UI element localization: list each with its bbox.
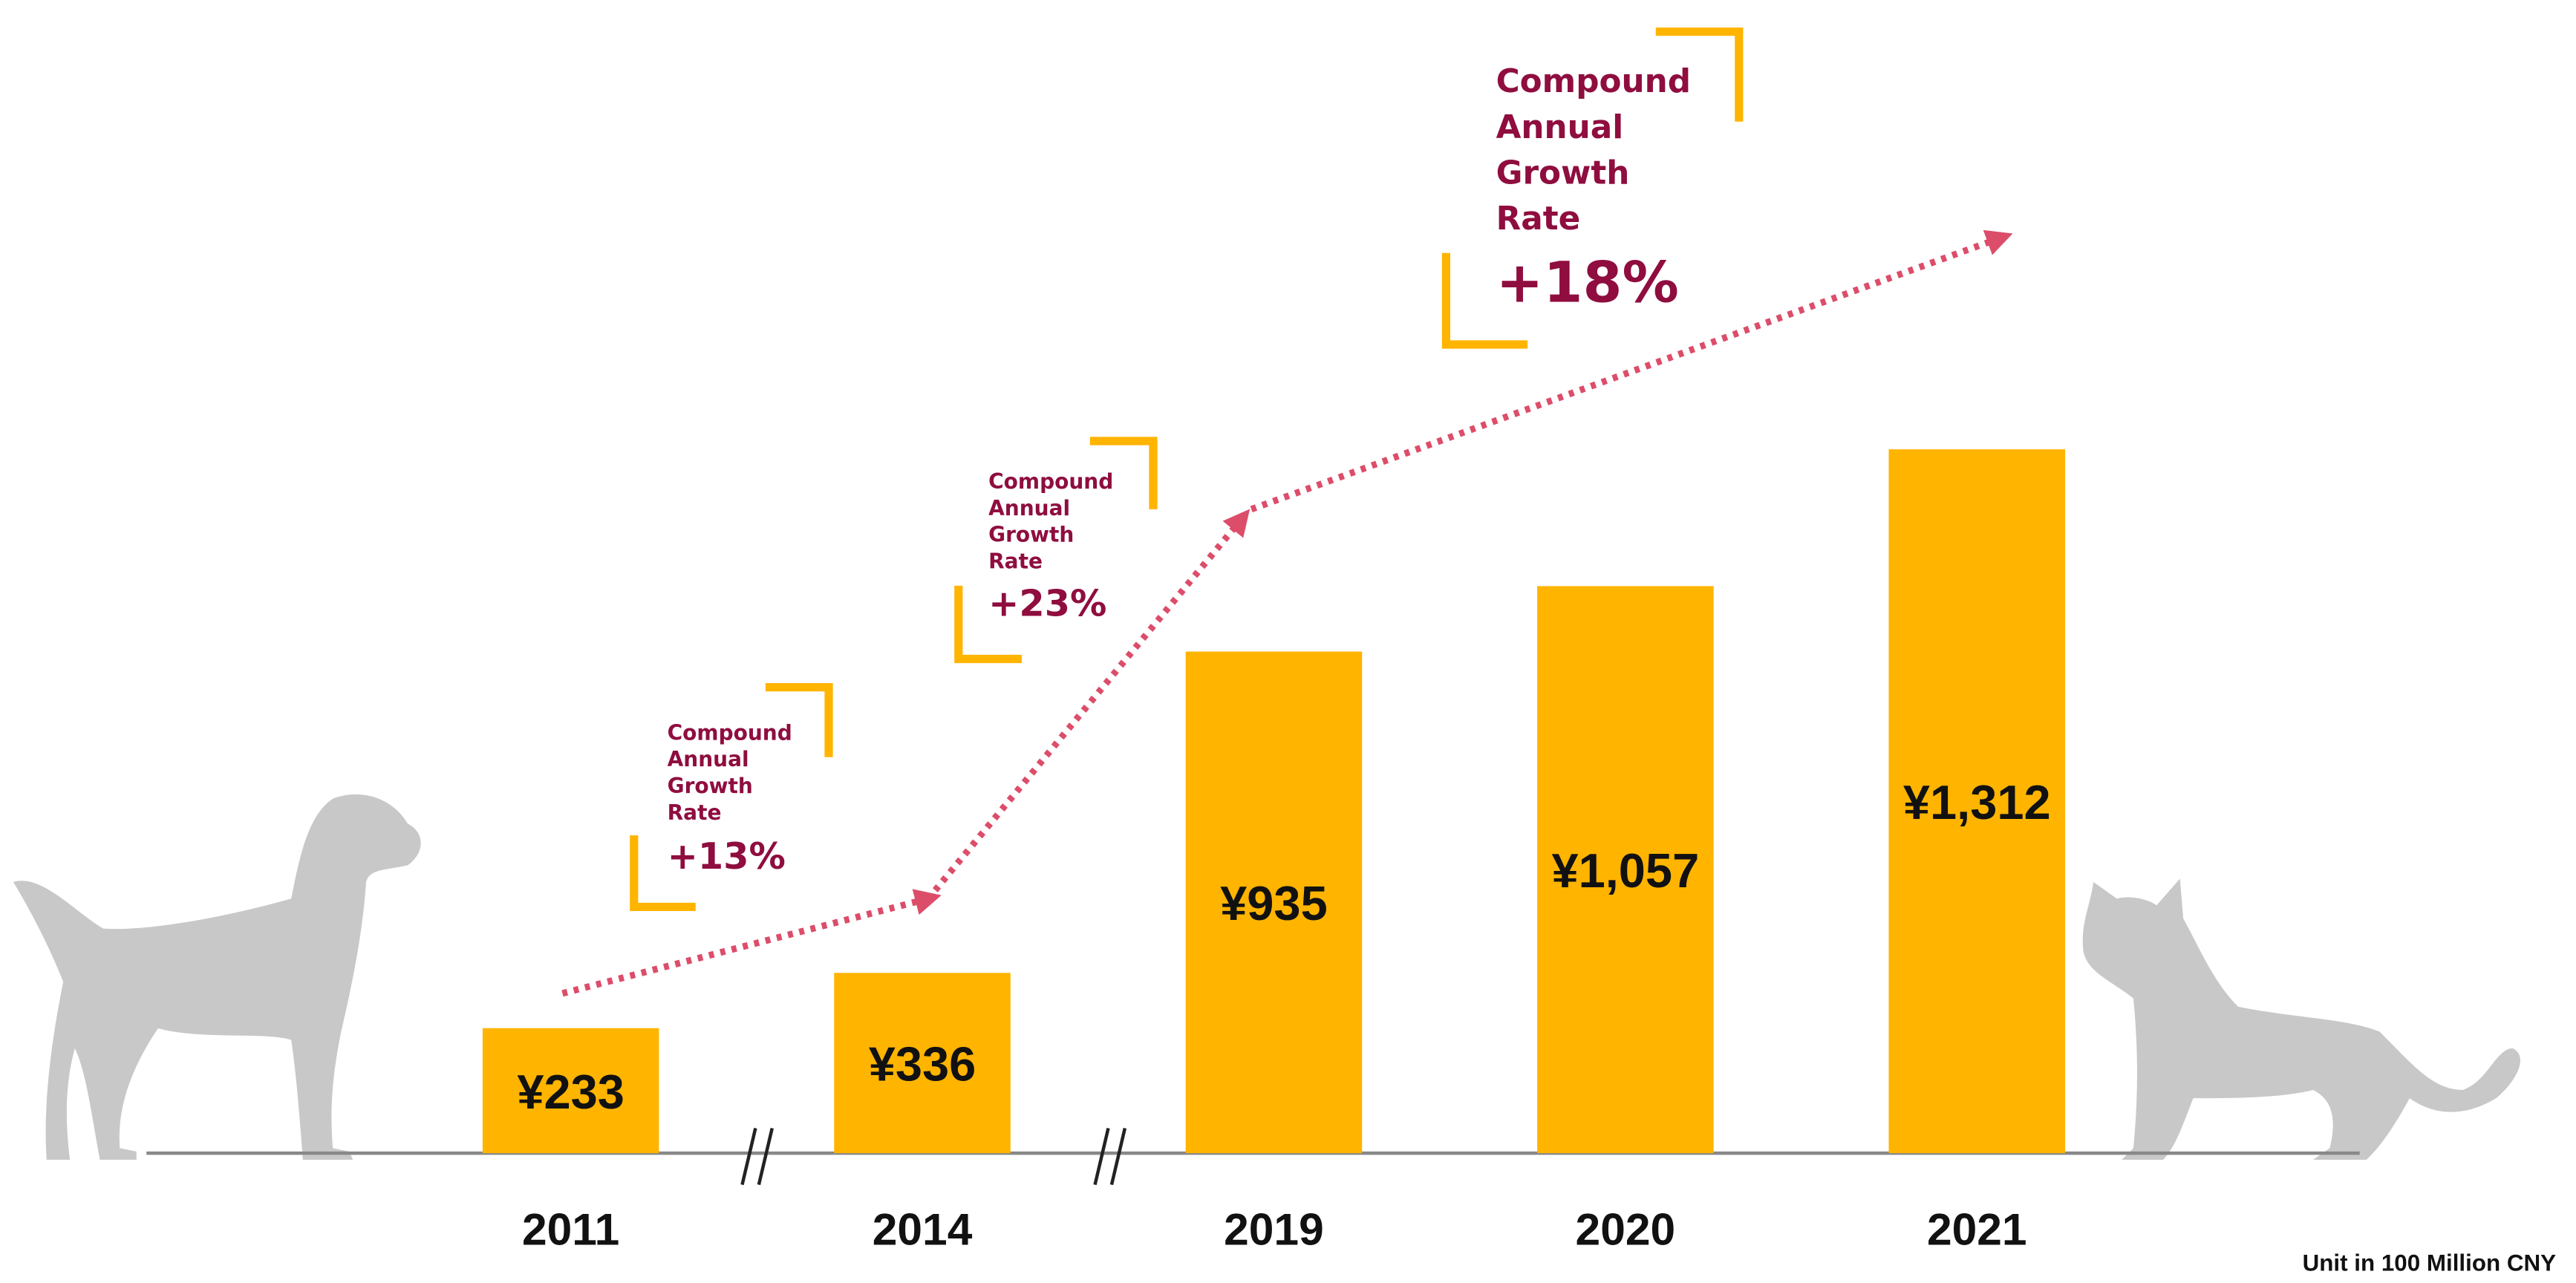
- x-tick-label: 2021: [1927, 1204, 2027, 1255]
- annotation-label: Rate: [988, 549, 1043, 574]
- annotation-value: +13%: [668, 835, 786, 878]
- annotation-label: Rate: [1496, 200, 1581, 238]
- value-label: ¥336: [869, 1037, 976, 1091]
- annotation-label: Growth: [988, 523, 1074, 547]
- value-label: ¥233: [517, 1065, 625, 1119]
- x-tick-label: 2011: [522, 1204, 619, 1255]
- annotation-label: Rate: [668, 800, 722, 825]
- axis-break: [740, 1127, 1127, 1186]
- annotation-value: +18%: [1496, 249, 1679, 316]
- bar: [834, 973, 1011, 1154]
- bar: [1537, 586, 1714, 1154]
- annotation-value: +23%: [988, 581, 1106, 624]
- trend-arrow: [561, 229, 2013, 997]
- bar: [1185, 651, 1363, 1154]
- annotation-label: Compound: [668, 720, 792, 745]
- bar: [482, 1028, 659, 1154]
- value-label: ¥1,312: [1903, 775, 2051, 829]
- annotation-label: Annual: [668, 747, 749, 771]
- x-tick-label: 2019: [1224, 1204, 1324, 1255]
- annotation-label: Compound: [988, 469, 1113, 494]
- value-label: ¥935: [1220, 876, 1328, 930]
- annotation-label: Growth: [1496, 154, 1630, 192]
- x-tick-label: 2020: [1576, 1204, 1676, 1255]
- bracket: [630, 27, 1744, 912]
- dog-silhouette: [13, 794, 421, 1160]
- annotation-label: Growth: [668, 774, 753, 798]
- cat-silhouette: [2082, 878, 2520, 1160]
- annotation-label: Annual: [988, 496, 1070, 520]
- bar: [1888, 449, 2066, 1154]
- unit-note: Unit in 100 Million CNY: [2303, 1250, 2557, 1276]
- x-tick-label: 2014: [873, 1204, 973, 1255]
- value-label: ¥1,057: [1551, 843, 1699, 898]
- annotation-label: Compound: [1496, 62, 1691, 100]
- annotation-label: Annual: [1496, 108, 1624, 146]
